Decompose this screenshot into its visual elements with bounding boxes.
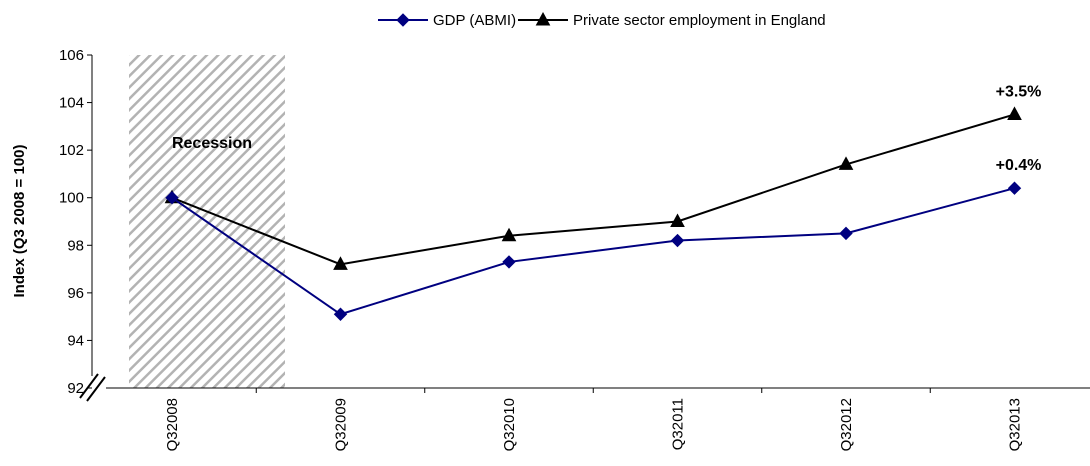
legend: GDP (ABMI) Private sector employment in E…: [378, 11, 826, 29]
y-axis-label: Index (Q3 2008 = 100): [11, 144, 28, 297]
y-tick-label: 98: [67, 237, 84, 254]
series-line: [171, 187, 1015, 316]
y-tick-label: 92: [67, 380, 84, 397]
gdp-point: [670, 233, 685, 248]
employment-point: [1007, 106, 1022, 120]
x-ticks: Q32008 Q32009 Q32010 Q32011 Q32012 Q32013: [164, 388, 1024, 451]
x-tick-label: Q32008: [164, 398, 181, 451]
x-tick-label: Q32010: [501, 398, 518, 451]
x-tick-label: Q32012: [838, 398, 855, 451]
employment-point: [333, 256, 348, 270]
legend-marker: [396, 13, 410, 27]
x-tick-label: Q32009: [333, 398, 350, 451]
legend-label: Private sector employment in England: [573, 12, 826, 29]
data-annotation: +3.5%: [996, 83, 1042, 100]
x-tick-label: Q32013: [1007, 398, 1024, 451]
employment-point: [501, 227, 517, 242]
annotations: +3.5% +0.4%: [996, 83, 1042, 174]
x-tick-label: Q32011: [670, 398, 687, 450]
y-tick-label: 94: [67, 332, 84, 349]
gdp-point: [333, 307, 348, 321]
gdp-point: [165, 191, 179, 205]
y-tick-label: 102: [59, 142, 84, 159]
data-annotation: +0.4%: [996, 157, 1042, 174]
y-tick-label: 96: [67, 285, 84, 302]
legend-label: GDP (ABMI): [433, 12, 516, 29]
recession-label: Recession: [172, 135, 252, 152]
y-ticks: 92 94 96 98 100 102 104 106: [59, 47, 92, 397]
series-line: [171, 113, 1015, 266]
gdp-point: [839, 226, 853, 241]
y-tick-label: 104: [59, 95, 84, 112]
series-layer: [164, 106, 1022, 321]
gdp-point: [1007, 181, 1022, 195]
employment-point: [670, 213, 685, 227]
y-tick-label: 100: [59, 190, 84, 207]
legend-marker: [535, 11, 551, 26]
gdp-point: [502, 255, 516, 269]
employment-point: [838, 156, 854, 170]
y-tick-label: 106: [59, 47, 84, 64]
